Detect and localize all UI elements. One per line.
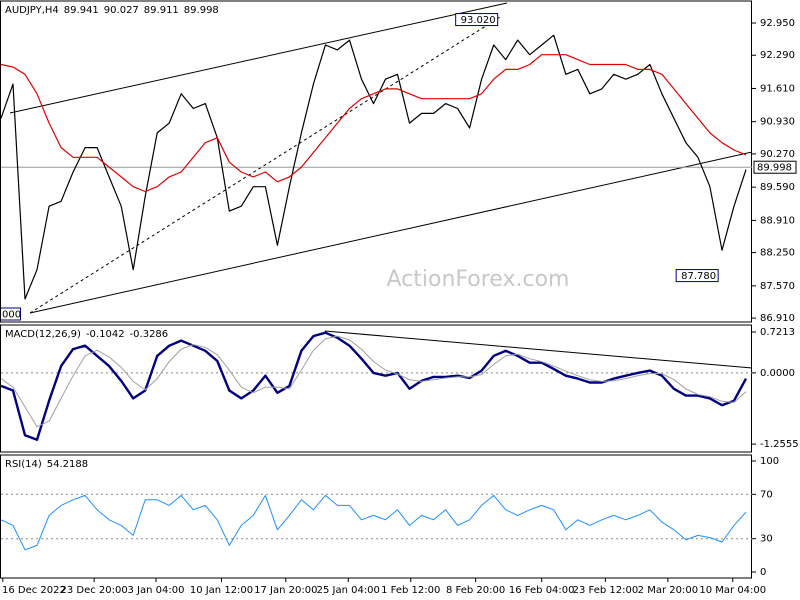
y-tick-label: 88.910 <box>760 215 795 226</box>
price-annotation: 87.780 <box>681 271 716 282</box>
panel-header: MACD(12,26,9) -0.1042 -0.3286 <box>5 329 168 340</box>
readout-value: -0.3286 <box>130 329 169 340</box>
x-tick-label: 8 Feb 20:00 <box>446 585 505 596</box>
watermark: ActionForex.com <box>387 267 570 292</box>
x-tick-label: 2 Mar 20:00 <box>638 585 698 596</box>
y-tick-label: 0 <box>760 567 766 578</box>
series-line <box>0 54 747 193</box>
x-tick-label: 25 Jan 04:00 <box>317 585 380 596</box>
channel-upper <box>9 2 508 114</box>
y-tick-label: 90.930 <box>760 117 795 128</box>
panel-frame <box>0 454 752 579</box>
cut-label: 000 <box>2 310 21 321</box>
y-tick-label: 92.950 <box>760 18 795 29</box>
series-line <box>0 34 747 300</box>
price-annotation-box <box>675 269 719 283</box>
panel-title: MACD(12,26,9) <box>5 329 81 340</box>
y-tick-label: 86.910 <box>760 313 795 324</box>
readout-value: 89.941 <box>64 5 99 16</box>
x-tick-label: 23 Dec 20:00 <box>60 585 127 596</box>
panel-title: RSI(14) <box>5 459 42 470</box>
readout-value: 89.998 <box>184 5 219 16</box>
readout-value: -0.1042 <box>86 329 125 340</box>
y-tick-label: 0.7213 <box>760 327 795 338</box>
series-line <box>0 494 747 551</box>
panel-frame <box>0 0 752 323</box>
x-tick-label: 16 Dec 2022 <box>2 585 66 596</box>
x-tick-label: 10 Jan 12:00 <box>190 585 253 596</box>
last-price-box <box>753 160 797 174</box>
y-tick-label: 92.290 <box>760 50 795 61</box>
series-line <box>0 335 747 428</box>
readout-value: 54.2188 <box>47 459 88 470</box>
x-tick-label: 1 Feb 12:00 <box>381 585 440 596</box>
y-tick-label: 90.270 <box>760 149 795 160</box>
y-tick-label: 87.570 <box>760 281 795 292</box>
trend-lines <box>9 2 753 369</box>
x-tick-label: 10 Mar 04:00 <box>699 585 766 596</box>
panel-header: AUDJPY,H4 89.941 90.027 89.911 89.998 <box>5 5 219 16</box>
y-tick-label: 30 <box>760 534 773 545</box>
readout-value: 90.027 <box>104 5 139 16</box>
dashed-trend <box>29 16 501 314</box>
last-price-label: 89.998 <box>757 163 792 174</box>
macd-trend <box>324 330 753 369</box>
panel-title: AUDJPY,H4 <box>5 5 59 16</box>
price-annotation-box <box>455 13 499 27</box>
readout-value: 89.911 <box>144 5 179 16</box>
y-tick-label: 89.590 <box>760 182 795 193</box>
panel-header: RSI(14) 54.2188 <box>5 459 88 470</box>
x-tick-label: 3 Jan 04:00 <box>128 585 185 596</box>
series-line <box>0 331 748 441</box>
x-tick-label: 23 Feb 12:00 <box>573 585 639 596</box>
y-tick-label: -1.2555 <box>760 439 799 450</box>
y-tick-label: 100 <box>760 456 779 467</box>
price-annotation: 93.020 <box>461 15 496 26</box>
channel-lower <box>29 151 753 314</box>
y-tick-label: 91.610 <box>760 83 795 94</box>
x-tick-label: 17 Jan 20:00 <box>254 585 317 596</box>
panel-frame <box>0 324 752 453</box>
x-tick-label: 16 Feb 04:00 <box>509 585 575 596</box>
y-tick-label: 88.250 <box>760 248 795 259</box>
y-tick-label: 70 <box>760 489 773 500</box>
y-tick-label: 0.0000 <box>760 368 795 379</box>
